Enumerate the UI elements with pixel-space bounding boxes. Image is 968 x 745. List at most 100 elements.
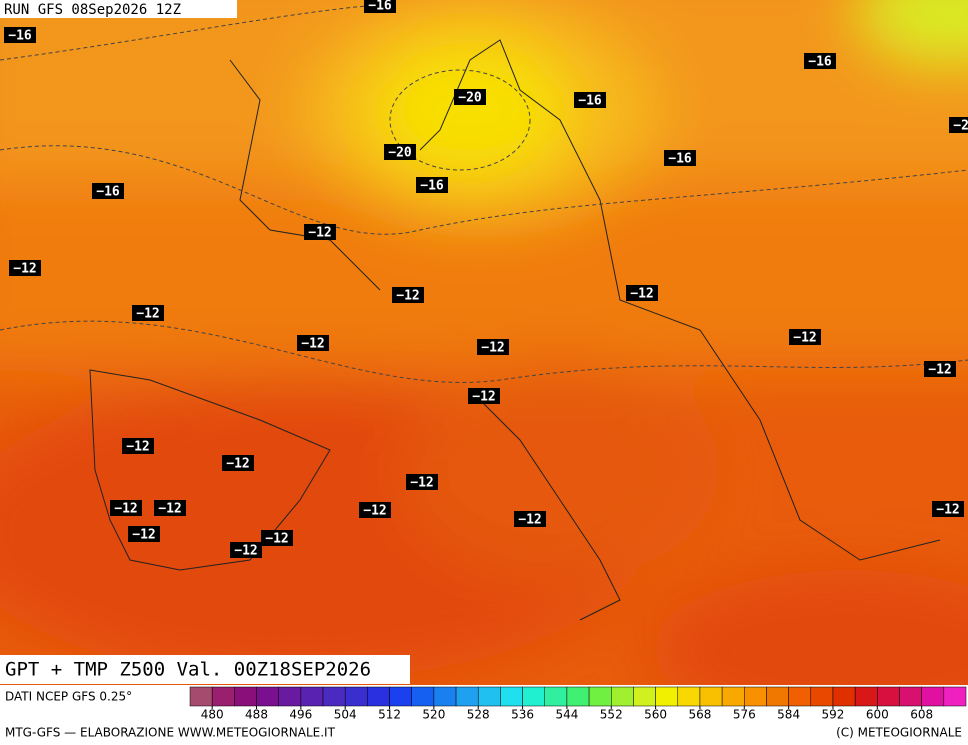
colorbar-tick-label: 584: [777, 708, 800, 722]
contour-label-box: [932, 501, 964, 517]
contour-label: −12: [630, 287, 653, 302]
colorbar-swatch: [433, 686, 457, 707]
colorbar-swatch: [877, 686, 900, 707]
colorbar-tick-label: 576: [733, 708, 756, 722]
colorbar-swatch: [655, 686, 679, 707]
colorbar-tick-label: 480: [201, 708, 224, 722]
contour-label: −16: [96, 185, 120, 200]
contour-label: −12: [472, 390, 495, 405]
contour-label: −12: [13, 262, 36, 277]
contour-label-box: [110, 500, 142, 516]
source: DATI NCEP GFS 0.25°: [5, 690, 132, 704]
colorbar-swatch: [189, 686, 213, 707]
colorbar-swatch: [367, 686, 390, 707]
colorbar-tick-label: 520: [422, 708, 445, 722]
contour-label: −12: [301, 337, 324, 352]
contour-label-box: [477, 339, 509, 355]
contour-label-box: [128, 526, 160, 542]
colorbar-swatch: [411, 686, 435, 707]
colorbar-tick-label: 512: [378, 708, 401, 722]
contour-label: −12: [928, 363, 951, 378]
contour-label: −20: [458, 91, 482, 106]
colorbar-swatch: [588, 686, 612, 707]
colorbar-swatch: [677, 686, 701, 707]
colorbar-swatch: [544, 686, 568, 707]
contour-label-box: [364, 0, 396, 13]
colorbar-tick-label: 568: [688, 708, 711, 722]
contour-label-box: [406, 474, 438, 490]
colorbar-swatch: [322, 686, 346, 707]
colorbar-tick-label: 608: [910, 708, 933, 722]
contour-label-box: [92, 183, 124, 199]
contour-label: −12: [234, 544, 257, 559]
colorbar-swatch: [389, 686, 412, 707]
contour-label: −12: [265, 532, 288, 547]
colorbar-swatch: [832, 686, 856, 707]
colorbar-tick-label: 592: [822, 708, 845, 722]
contour-label: −16: [420, 179, 444, 194]
colorbar-swatch: [899, 686, 922, 707]
colorbar-swatch: [566, 686, 590, 707]
contour-label: −12: [226, 457, 249, 472]
contour-label-box: [9, 260, 41, 276]
contour-label: −20: [388, 146, 412, 161]
colorbar-tick-label: 504: [334, 708, 357, 722]
contour-label-box: [4, 27, 36, 43]
contour-label: −16: [578, 94, 602, 109]
contour-label: −16: [668, 152, 692, 167]
contour-label: −12: [136, 307, 159, 322]
contour-label-box: [664, 150, 696, 166]
contour-label-box: [132, 305, 164, 321]
contour-label: −12: [308, 226, 331, 241]
contour-label: −12: [481, 341, 504, 356]
contour-label: −16: [8, 29, 32, 44]
contour-label-box: [924, 361, 956, 377]
colorbar-swatch: [611, 686, 634, 707]
colorbar-swatch: [854, 686, 878, 707]
colorbar: 480 488 496 504 512 520 528 536 544 552 560 568 576 5…: [189, 686, 967, 722]
contour-label: −16: [808, 55, 832, 70]
colorbar-swatch: [921, 686, 945, 707]
colorbar-tick-label: 536: [511, 708, 534, 722]
contour-label: −12: [410, 476, 433, 491]
colorbar-tick-label: 528: [467, 708, 490, 722]
colorbar-swatch: [522, 686, 545, 707]
contour-label-box: [154, 500, 186, 516]
contour-label-box: [416, 177, 448, 193]
contour-label: −12: [936, 503, 959, 518]
colorbar-swatch: [211, 686, 235, 707]
colorbar-tick-label: 552: [600, 708, 623, 722]
contour-label: −12: [396, 289, 419, 304]
colorbar-swatch: [943, 686, 967, 707]
contour-label-box: [804, 53, 836, 69]
colorbar-swatch: [477, 686, 501, 707]
contour-label-box: [789, 329, 821, 345]
contour-label: −12: [363, 504, 386, 519]
contour-label-box: [949, 117, 968, 133]
colorbar-swatch: [744, 686, 767, 707]
colorbar-swatch: [278, 686, 302, 707]
colorbar-swatch: [344, 686, 368, 707]
colorbar-swatch: [766, 686, 789, 707]
credit: MTG-GFS — ELABORAZIONE WWW.METEOGIORNALE…: [5, 726, 336, 740]
colorbar-swatch: [721, 686, 745, 707]
contour-label-box: [122, 438, 154, 454]
contour-label: −12: [114, 502, 137, 517]
colorbar-swatch: [455, 686, 479, 707]
colorbar-swatch: [500, 686, 523, 707]
map: −16−16−16−16−16−16−16−20−20−20−12−12−12−…: [0, 0, 968, 685]
contour-label: −12: [518, 513, 541, 528]
run-box: [0, 0, 237, 18]
contour-label-box: [574, 92, 606, 108]
contour-label-box: [222, 455, 254, 471]
contour-label-box: [514, 511, 546, 527]
contour-label-box: [454, 89, 486, 105]
contour-label-box: [230, 542, 262, 558]
colorbar-swatch: [788, 686, 812, 707]
contour-label: −12: [132, 528, 155, 543]
colorbar-swatch: [810, 686, 834, 707]
colorbar-tick-label: 544: [555, 708, 578, 722]
colorbar-swatch: [633, 686, 656, 707]
contour-label-box: [297, 335, 329, 351]
copyright: (C) METEOGIORNALE: [836, 726, 962, 740]
